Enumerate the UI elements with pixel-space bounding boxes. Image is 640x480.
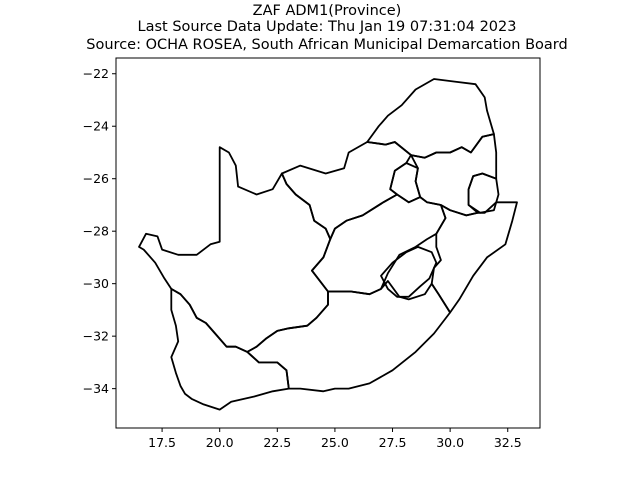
x-tick-label: 17.5 (148, 435, 176, 450)
province-boundary-8 (170, 288, 290, 411)
map-title-line-3: Source: OCHA ROSEA, South African Munici… (86, 37, 567, 53)
x-axis: 17.5 20.0 22.5 25.0 27.5 30.0 32.5 (148, 428, 522, 450)
plot-frame (115, 57, 541, 429)
x-tick-label: 25.0 (321, 435, 349, 450)
y-tick-label: −22 (83, 66, 109, 81)
y-axis: −22 −24 −26 −28 −30 −32 −34 (83, 66, 116, 396)
x-tick-label: 27.5 (379, 435, 407, 450)
x-tick-label: 22.5 (263, 435, 291, 450)
x-tick-label: 20.0 (206, 435, 234, 450)
y-tick-label: −32 (83, 329, 109, 344)
province-boundary-7 (246, 280, 451, 393)
x-tick-label: 30.0 (436, 435, 464, 450)
province-boundaries (138, 78, 518, 411)
y-tick-label: −34 (83, 381, 109, 396)
x-tick-label: 32.5 (494, 435, 522, 450)
province-boundary-9 (380, 246, 438, 298)
map-title-line-2: Last Source Data Update: Thu Jan 19 07:3… (138, 19, 517, 35)
map-title-line-1: ZAF ADM1(Province) (253, 3, 402, 19)
y-tick-label: −30 (83, 276, 109, 291)
y-tick-label: −26 (83, 171, 109, 186)
y-tick-label: −24 (83, 119, 109, 134)
province-boundary-10 (467, 172, 500, 214)
y-tick-label: −28 (83, 224, 109, 239)
